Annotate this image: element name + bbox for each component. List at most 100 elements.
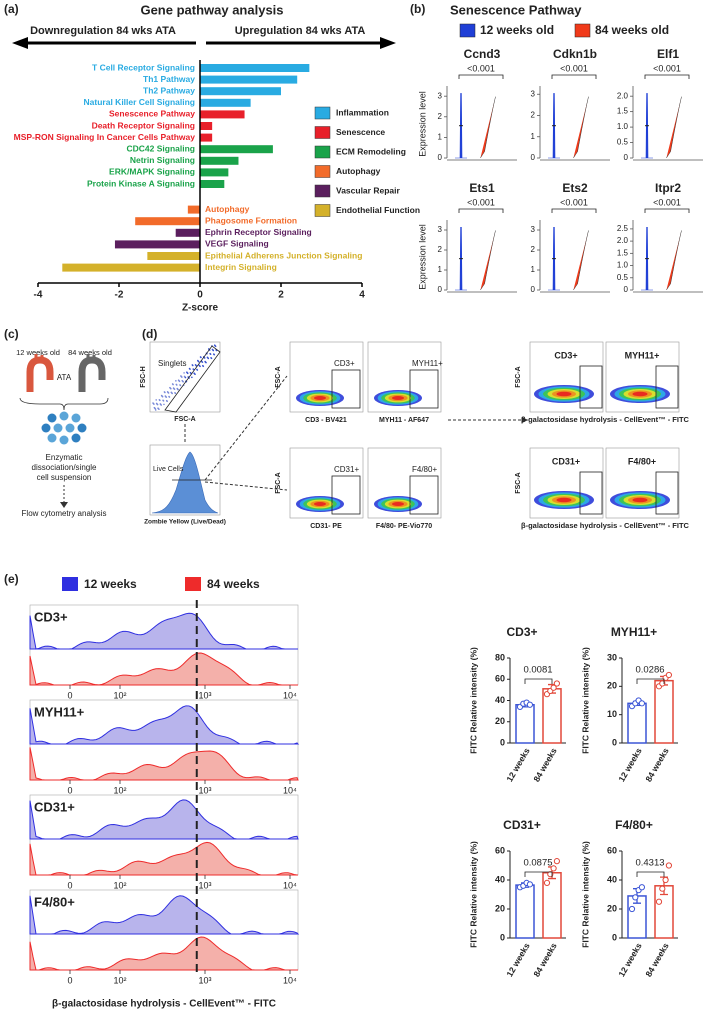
y-tick-label: 10	[607, 709, 617, 719]
legend-swatch	[62, 577, 78, 591]
y-tick-label: 0	[624, 153, 629, 162]
panel-name: CD3+	[34, 609, 68, 624]
density	[392, 502, 404, 506]
event	[199, 365, 201, 368]
plot-title: Itpr2	[655, 181, 681, 195]
event	[212, 349, 215, 352]
cell	[59, 411, 69, 421]
bracket	[458, 208, 504, 213]
bar	[200, 98, 251, 107]
category-label: Senescence Pathway	[109, 109, 195, 119]
bracket	[524, 678, 553, 684]
histogram	[151, 451, 219, 514]
category-label: Th1 Pathway	[143, 74, 195, 84]
legend-swatch	[314, 184, 331, 198]
x-axis-label: F4/80- PE-Vio770	[376, 523, 432, 530]
event	[159, 399, 161, 402]
gate	[164, 345, 221, 413]
plot-title: CD3+	[506, 625, 537, 639]
density	[556, 391, 572, 397]
event	[186, 372, 189, 375]
event	[183, 372, 185, 374]
y-axis-label: FITC Relative intensity (%)	[468, 841, 478, 948]
violin	[666, 96, 682, 159]
event	[178, 380, 181, 383]
event	[202, 365, 205, 368]
cell	[71, 413, 81, 423]
event	[210, 357, 213, 360]
y-axis-label: FITC Relative intensity (%)	[580, 841, 590, 948]
arrowhead	[380, 37, 396, 49]
bar	[515, 884, 535, 939]
event	[201, 361, 204, 363]
bar	[627, 702, 647, 744]
flow-arrow	[204, 481, 288, 491]
legend-swatch	[314, 106, 331, 120]
event	[162, 400, 165, 402]
x-tick-label: 10²	[113, 785, 126, 795]
arrowhead	[522, 417, 528, 423]
y-tick-label: 3	[438, 91, 443, 100]
p-label: <0.001	[560, 63, 588, 73]
data-point	[628, 905, 636, 913]
analysis-label: Flow cytometry analysis	[22, 509, 107, 518]
y-tick-label: 2	[438, 245, 443, 254]
y-axis-label: FITC Relative intensity (%)	[580, 647, 590, 754]
bar	[147, 252, 200, 260]
legend-label: Inflammation	[336, 107, 389, 117]
legend-label: 84 weeks	[207, 577, 260, 591]
aorta-icon	[78, 356, 106, 392]
step-label: cell suspension	[37, 473, 92, 482]
bracket	[551, 74, 597, 79]
y-tick-label: 0.5	[617, 273, 629, 282]
tissue-label: ATA	[57, 373, 72, 382]
bar	[114, 240, 200, 249]
x-tick-label: 10⁴	[283, 975, 297, 985]
violin	[573, 96, 589, 159]
plot-title: F4/80+	[615, 818, 653, 832]
arrowhead	[12, 37, 28, 49]
event	[205, 361, 207, 364]
panel-label: (c)	[4, 327, 19, 341]
data-point	[550, 684, 557, 691]
violin	[573, 230, 589, 291]
p-value: 0.0286	[635, 665, 664, 676]
histogram	[29, 895, 300, 935]
x-tick-label: 12 weeks	[616, 941, 643, 979]
histogram	[29, 705, 300, 745]
aorta-branch	[86, 354, 96, 360]
y-tick-label: 40	[495, 695, 505, 705]
y-tick-label: 80	[495, 652, 505, 662]
y-axis-label: FITC Relative intensity (%)	[468, 647, 478, 754]
event	[153, 403, 155, 405]
event	[172, 383, 174, 386]
x-tick-label: 4	[359, 290, 365, 301]
category-label: MSP-RON Signaling In Cancer Cells Pathwa…	[14, 132, 196, 142]
gate-label: F4/80+	[628, 456, 656, 466]
y-tick-label: 0	[612, 737, 617, 747]
x-axis-label: Zombie Yellow (Live/Dead)	[144, 519, 226, 526]
gate	[409, 369, 439, 409]
legend-label: Endothelial Function	[336, 205, 420, 215]
bar	[200, 110, 245, 119]
data-point	[550, 865, 557, 872]
event	[154, 407, 157, 410]
y-tick-label: 2.0	[617, 236, 629, 245]
data-point	[526, 881, 534, 888]
gate-label: Live Cells	[153, 466, 184, 473]
y-tick-label: 1	[438, 133, 443, 142]
event	[177, 388, 179, 391]
cell	[47, 413, 57, 423]
histogram	[29, 612, 298, 650]
histogram	[29, 936, 298, 971]
gate-label: CD3+	[554, 350, 577, 360]
event	[207, 357, 210, 360]
arrow-label: Upregulation 84 wks ATA	[235, 25, 366, 37]
y-tick-label: 1.0	[617, 122, 629, 131]
x-tick-label: 84 weeks	[531, 746, 558, 784]
bracket	[636, 871, 665, 877]
x-tick-label: 0	[67, 975, 72, 985]
y-tick-label: 30	[607, 652, 617, 662]
category-label: Netrin Signaling	[130, 155, 195, 165]
